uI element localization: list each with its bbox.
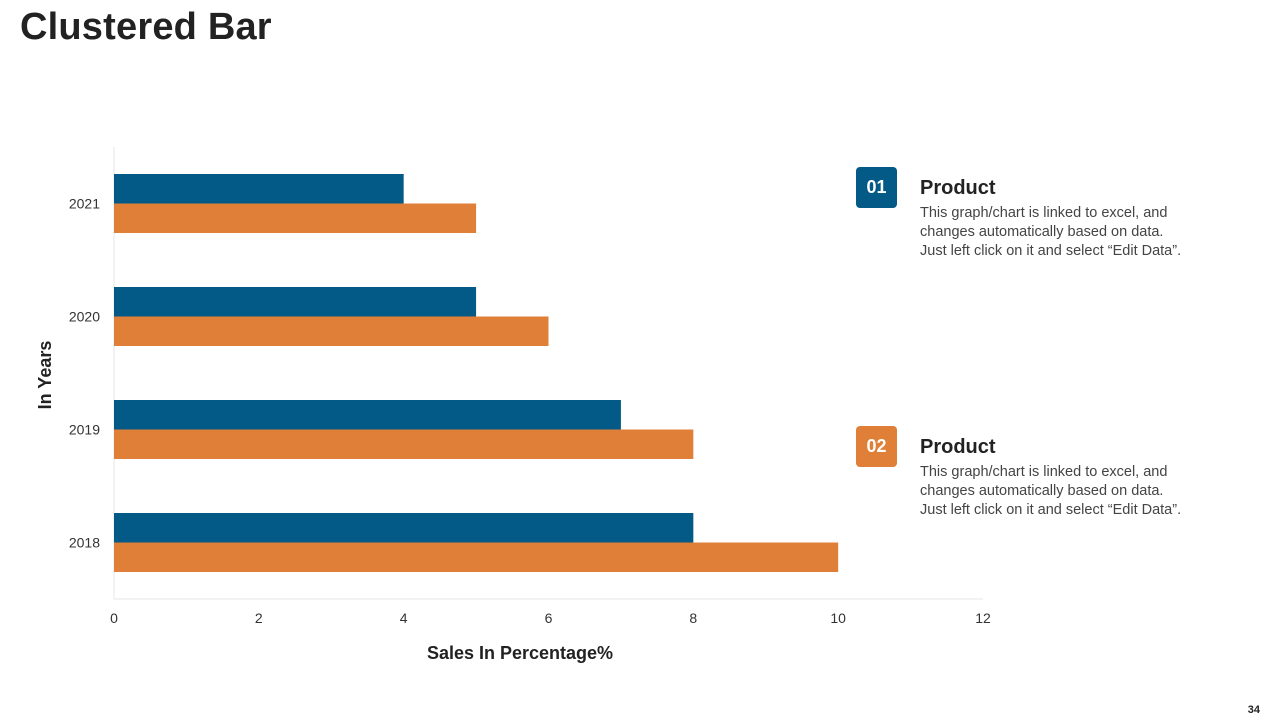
legend-description-line: changes automatically based on data. xyxy=(920,483,1164,499)
legend-title-01: Product xyxy=(920,177,996,199)
x-tick-label: 4 xyxy=(400,610,408,626)
y-axis-label: In Years xyxy=(35,341,55,410)
y-tick-label: 2018 xyxy=(69,535,100,551)
x-tick-label: 8 xyxy=(689,610,697,626)
x-tick-label: 2 xyxy=(255,610,263,626)
x-tick-label: 10 xyxy=(830,610,846,626)
y-tick-label: 2021 xyxy=(69,196,100,212)
legend-description-line: This graph/chart is linked to excel, and xyxy=(920,205,1168,221)
bar-product-01-2018 xyxy=(114,513,694,543)
x-tick-label: 12 xyxy=(975,610,991,626)
legend-title-02: Product xyxy=(920,436,996,458)
page-title: Clustered Bar xyxy=(20,6,272,48)
bar-product-01-2021 xyxy=(114,174,404,204)
bar-product-02-2019 xyxy=(114,429,694,459)
bar-product-01-2019 xyxy=(114,400,621,430)
y-tick-label: 2019 xyxy=(69,422,100,438)
legend-description-line: changes automatically based on data. xyxy=(920,224,1164,240)
legend-badge-01: 01 xyxy=(856,167,897,208)
x-axis-label: Sales In Percentage% xyxy=(427,643,613,663)
bar-product-02-2018 xyxy=(114,542,839,572)
page-number: 34 xyxy=(1247,704,1260,716)
legend-description-line: Just left click on it and select “Edit D… xyxy=(920,243,1182,259)
bar-product-02-2021 xyxy=(114,203,477,233)
legend-description-line: This graph/chart is linked to excel, and xyxy=(920,464,1168,480)
legend-description-line: Just left click on it and select “Edit D… xyxy=(920,502,1182,518)
bar-product-01-2020 xyxy=(114,287,477,317)
legend-description-02: This graph/chart is linked to excel, and… xyxy=(920,463,1220,520)
legend-badge-02: 02 xyxy=(856,426,897,467)
legend-description-01: This graph/chart is linked to excel, and… xyxy=(920,204,1220,261)
x-tick-label: 6 xyxy=(545,610,553,626)
bar-product-02-2020 xyxy=(114,316,549,346)
x-tick-label: 0 xyxy=(110,610,118,626)
y-tick-label: 2020 xyxy=(69,309,100,325)
